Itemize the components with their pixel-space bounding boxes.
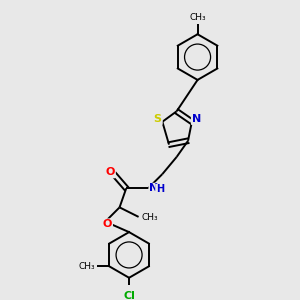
- Text: Cl: Cl: [123, 291, 135, 300]
- Text: N: N: [149, 183, 158, 194]
- Text: H: H: [156, 184, 164, 194]
- Text: O: O: [103, 220, 112, 230]
- Text: N: N: [192, 114, 201, 124]
- Text: S: S: [154, 114, 162, 124]
- Text: O: O: [105, 167, 115, 177]
- Text: CH₃: CH₃: [78, 262, 95, 271]
- Text: CH₃: CH₃: [141, 213, 158, 222]
- Text: CH₃: CH₃: [189, 13, 206, 22]
